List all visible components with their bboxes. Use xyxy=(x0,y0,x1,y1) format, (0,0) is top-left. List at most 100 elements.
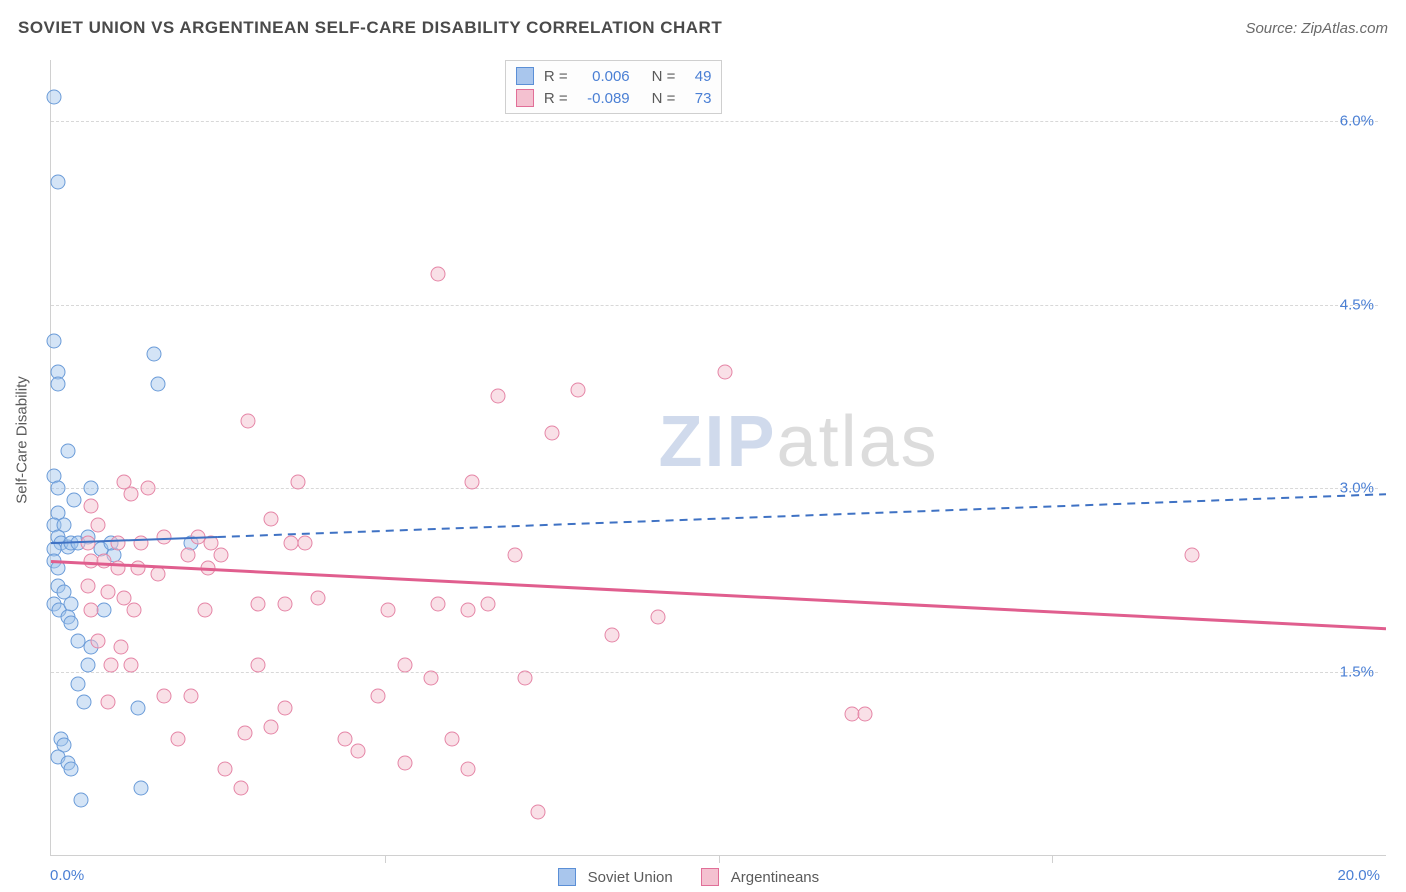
source-label: Source: ZipAtlas.com xyxy=(1245,20,1388,37)
data-point xyxy=(127,603,142,618)
data-point xyxy=(531,805,546,820)
legend-swatch xyxy=(516,89,534,107)
data-point xyxy=(184,689,199,704)
data-point xyxy=(371,689,386,704)
legend-swatch xyxy=(516,67,534,85)
r-label: R = xyxy=(544,68,568,85)
legend-swatch xyxy=(701,868,719,886)
y-tick-label: 3.0% xyxy=(1340,480,1374,497)
r-value: -0.089 xyxy=(574,90,630,107)
data-point xyxy=(100,695,115,710)
legend-swatch xyxy=(558,868,576,886)
data-point xyxy=(858,707,873,722)
data-point xyxy=(50,175,65,190)
data-point xyxy=(397,658,412,673)
x-tick xyxy=(1052,855,1053,863)
data-point xyxy=(50,481,65,496)
data-point xyxy=(571,383,586,398)
stats-legend-row: R =-0.089N =73 xyxy=(516,87,712,109)
data-point xyxy=(150,566,165,581)
data-point xyxy=(170,731,185,746)
grid-line xyxy=(51,305,1378,306)
chart-title: SOVIET UNION VS ARGENTINEAN SELF-CARE DI… xyxy=(18,18,722,38)
data-point xyxy=(461,762,476,777)
y-tick-label: 6.0% xyxy=(1340,113,1374,130)
data-point xyxy=(50,377,65,392)
data-point xyxy=(507,548,522,563)
chart-area: 1.5%3.0%4.5%6.0%ZIPatlasR =0.006N =49R =… xyxy=(50,60,1386,856)
data-point xyxy=(517,670,532,685)
data-point xyxy=(277,701,292,716)
data-point xyxy=(110,560,125,575)
data-point xyxy=(397,756,412,771)
data-point xyxy=(67,493,82,508)
data-point xyxy=(157,530,172,545)
data-point xyxy=(214,548,229,563)
data-point xyxy=(491,389,506,404)
data-point xyxy=(124,658,139,673)
data-point xyxy=(431,267,446,282)
x-tick-label: 20.0% xyxy=(1337,867,1380,884)
data-point xyxy=(70,676,85,691)
n-value: 49 xyxy=(681,68,711,85)
data-point xyxy=(234,780,249,795)
data-point xyxy=(104,658,119,673)
data-point xyxy=(64,615,79,630)
n-label: N = xyxy=(652,90,676,107)
stats-legend-row: R = 0.006 N = 49 xyxy=(516,65,712,87)
data-point xyxy=(50,560,65,575)
grid-line xyxy=(51,672,1378,673)
data-point xyxy=(47,334,62,349)
grid-line xyxy=(51,488,1378,489)
x-tick-label: 0.0% xyxy=(50,867,84,884)
data-point xyxy=(337,731,352,746)
data-point xyxy=(461,603,476,618)
r-value: 0.006 xyxy=(574,68,630,85)
data-point xyxy=(80,536,95,551)
data-point xyxy=(180,548,195,563)
data-point xyxy=(444,731,459,746)
data-point xyxy=(134,536,149,551)
data-point xyxy=(544,426,559,441)
legend-label: Soviet Union xyxy=(588,869,673,886)
data-point xyxy=(60,444,75,459)
data-point xyxy=(64,762,79,777)
data-point xyxy=(250,597,265,612)
data-point xyxy=(47,89,62,104)
r-label: R = xyxy=(544,90,568,107)
data-point xyxy=(464,474,479,489)
data-point xyxy=(134,780,149,795)
legend-item: Argentineans xyxy=(701,868,819,886)
stats-legend: R =0.006N =49R =-0.089N =73 xyxy=(505,60,723,114)
data-point xyxy=(84,481,99,496)
data-point xyxy=(140,481,155,496)
data-point xyxy=(424,670,439,685)
grid-line xyxy=(51,121,1378,122)
chart-header: SOVIET UNION VS ARGENTINEAN SELF-CARE DI… xyxy=(18,18,1388,38)
data-point xyxy=(264,511,279,526)
data-point xyxy=(311,591,326,606)
data-point xyxy=(84,499,99,514)
data-point xyxy=(217,762,232,777)
data-point xyxy=(90,517,105,532)
data-point xyxy=(200,560,215,575)
data-point xyxy=(431,597,446,612)
data-point xyxy=(114,640,129,655)
data-point xyxy=(147,346,162,361)
data-point xyxy=(718,364,733,379)
data-point xyxy=(150,377,165,392)
data-point xyxy=(197,603,212,618)
data-point xyxy=(240,413,255,428)
data-point xyxy=(80,578,95,593)
data-point xyxy=(604,627,619,642)
watermark: ZIPatlas xyxy=(659,401,939,483)
data-point xyxy=(80,658,95,673)
y-tick-label: 1.5% xyxy=(1340,663,1374,680)
data-point xyxy=(351,744,366,759)
data-point xyxy=(277,597,292,612)
data-point xyxy=(130,560,145,575)
data-point xyxy=(297,536,312,551)
data-point xyxy=(90,633,105,648)
data-point xyxy=(100,585,115,600)
n-label: N = xyxy=(652,68,676,85)
